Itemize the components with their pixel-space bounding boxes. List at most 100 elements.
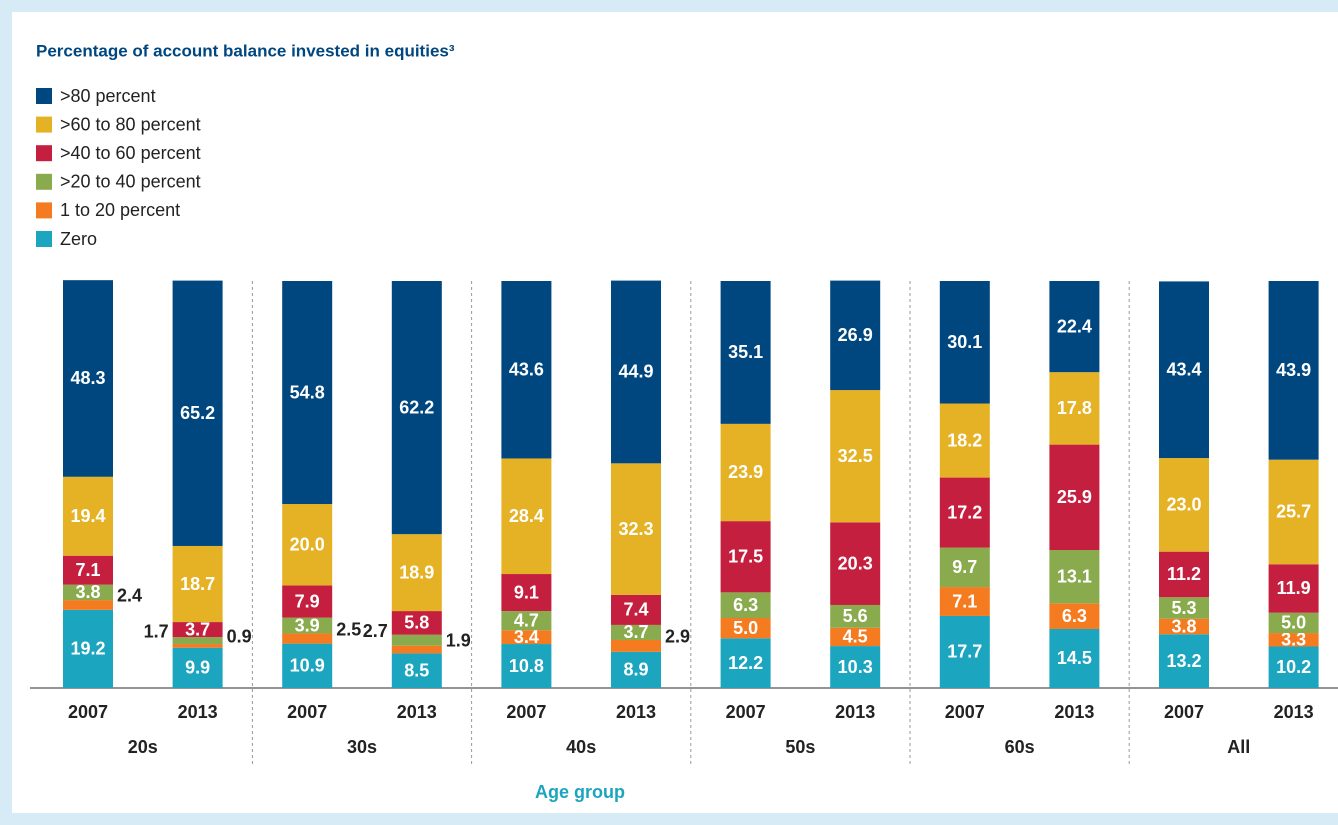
x-tick-label: 2007 <box>1164 702 1204 722</box>
data-label: 3.3 <box>1281 630 1306 650</box>
bar-segment <box>391 611 442 635</box>
bar-segment <box>172 637 223 645</box>
bar-segment <box>720 281 771 424</box>
bar-segment <box>501 630 552 645</box>
legend-swatch <box>36 88 52 104</box>
bar-segment <box>720 521 771 593</box>
bar-segment <box>172 647 223 688</box>
data-label: 54.8 <box>290 382 325 402</box>
data-label: 43.6 <box>509 359 544 379</box>
bar-segment <box>282 281 333 505</box>
bar-segment <box>611 594 661 625</box>
bar-segment <box>391 281 442 535</box>
group-label: 40s <box>566 737 596 757</box>
bar-segment <box>1159 597 1209 619</box>
data-label: 8.9 <box>623 660 648 680</box>
bar-segment <box>1159 458 1209 552</box>
x-tick-label: 2013 <box>178 702 218 722</box>
data-label: 19.4 <box>70 506 105 526</box>
bar-segment <box>1049 603 1100 629</box>
data-label: 2.7 <box>363 621 388 641</box>
data-label: 5.0 <box>1281 613 1306 633</box>
data-label: 12.2 <box>728 653 763 673</box>
bar-segment <box>63 476 113 556</box>
bar-segment <box>1049 281 1100 373</box>
legend-swatch <box>36 202 52 219</box>
bar-segment <box>1268 612 1319 634</box>
bar-segment <box>720 423 771 522</box>
bar-segment <box>939 281 990 404</box>
group-label: 50s <box>785 737 815 757</box>
bar-segment <box>391 534 442 612</box>
bar-segment <box>1159 618 1209 635</box>
bar-segment <box>1268 281 1319 460</box>
legend-label: >20 to 40 percent <box>60 172 201 192</box>
bar-segment <box>830 280 881 391</box>
bar-segment <box>63 584 113 601</box>
data-label: 25.7 <box>1276 502 1311 522</box>
data-label: 1.9 <box>446 630 471 650</box>
data-label: 43.9 <box>1276 360 1311 380</box>
data-label: 28.4 <box>509 506 544 526</box>
data-label: 11.2 <box>1167 564 1201 584</box>
data-label: 17.2 <box>947 502 982 522</box>
bar-segment <box>611 463 661 595</box>
bar-segment <box>282 643 333 688</box>
data-label: 44.9 <box>618 362 653 382</box>
data-label: 62.2 <box>399 397 434 417</box>
x-tick-label: 2007 <box>726 702 766 722</box>
data-label: 32.3 <box>618 519 653 539</box>
data-label: 7.4 <box>623 600 648 620</box>
legend-label: >60 to 80 percent <box>60 114 201 134</box>
data-label: 5.0 <box>733 618 758 638</box>
bar-segment <box>282 617 333 634</box>
bar-segment <box>1159 281 1209 459</box>
bar-segment <box>830 390 881 523</box>
data-label: 23.9 <box>728 462 763 482</box>
bar-segment <box>1049 628 1100 688</box>
data-label: 8.5 <box>404 660 429 680</box>
data-label: 9.1 <box>514 582 539 602</box>
data-label: 3.8 <box>75 582 100 602</box>
bar-segment <box>1268 459 1319 565</box>
bar-segment <box>611 639 661 652</box>
group-label: 30s <box>347 737 377 757</box>
bar-segment <box>830 604 881 628</box>
bar-segment <box>172 545 223 623</box>
bar-segment <box>282 504 333 586</box>
bar-segment <box>391 645 442 654</box>
data-label: 10.3 <box>838 657 873 677</box>
data-label: 4.7 <box>514 610 539 630</box>
x-tick-label: 2007 <box>945 702 985 722</box>
data-label: 18.9 <box>399 562 434 582</box>
bar-segment <box>1049 372 1100 445</box>
bar-segment <box>720 638 771 688</box>
bar-segment <box>1268 646 1319 688</box>
data-label: 13.1 <box>1057 566 1092 586</box>
bar-segment <box>1049 550 1100 604</box>
data-label: 19.2 <box>70 639 105 659</box>
data-label: 5.3 <box>1171 598 1196 618</box>
data-label: 26.9 <box>838 325 873 345</box>
bar-segment <box>282 633 333 644</box>
bar-segment <box>611 651 661 688</box>
x-tick-label: 2013 <box>397 702 437 722</box>
data-label: 25.9 <box>1057 487 1092 507</box>
legend-swatch <box>36 145 52 162</box>
data-label: 2.9 <box>665 627 690 647</box>
data-label: 43.4 <box>1166 359 1201 379</box>
panel <box>12 12 1338 813</box>
bar-segment <box>63 600 113 610</box>
x-tick-label: 2007 <box>506 702 546 722</box>
bar-segment <box>939 547 990 588</box>
group-label: 20s <box>128 737 158 757</box>
data-label: 32.5 <box>838 446 873 466</box>
bar-segment <box>830 646 881 688</box>
bar-segment <box>501 644 552 688</box>
bar-segment <box>830 522 881 605</box>
bar-segment <box>63 280 113 477</box>
legend-swatch <box>36 173 52 190</box>
bar-segment <box>611 624 661 640</box>
bar-segment <box>1159 551 1209 598</box>
